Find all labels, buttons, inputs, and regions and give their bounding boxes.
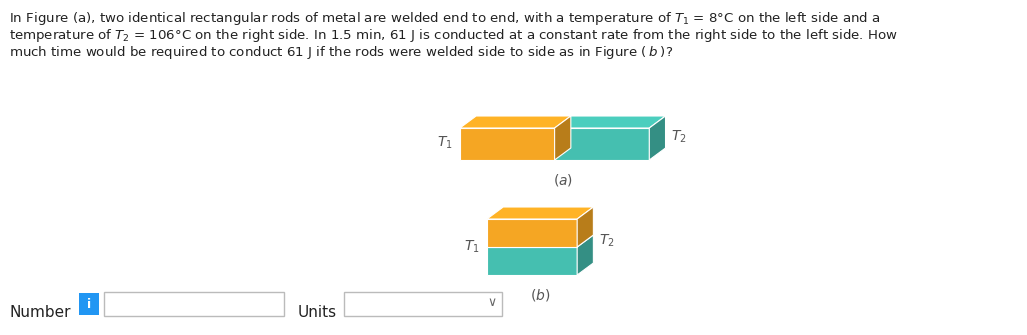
FancyBboxPatch shape xyxy=(344,292,502,316)
Text: ∨: ∨ xyxy=(487,296,496,310)
Polygon shape xyxy=(487,235,594,247)
Text: $T_2$: $T_2$ xyxy=(599,233,614,249)
Polygon shape xyxy=(487,219,577,247)
Text: $(b)$: $(b)$ xyxy=(530,287,550,303)
Text: $T_2$: $T_2$ xyxy=(671,128,687,145)
Text: i: i xyxy=(87,297,91,311)
Polygon shape xyxy=(487,247,577,275)
Text: $T_1$: $T_1$ xyxy=(464,239,480,255)
Polygon shape xyxy=(460,128,555,160)
FancyBboxPatch shape xyxy=(79,293,100,315)
Text: temperature of $T_2$ = 106°C on the right side. In 1.5 min, 61 J is conducted at: temperature of $T_2$ = 106°C on the righ… xyxy=(9,27,898,44)
Text: In Figure (a), two identical rectangular rods of metal are welded end to end, wi: In Figure (a), two identical rectangular… xyxy=(9,10,880,27)
Text: $(a)$: $(a)$ xyxy=(553,172,573,188)
Polygon shape xyxy=(649,116,665,160)
Polygon shape xyxy=(577,235,594,275)
Polygon shape xyxy=(555,128,649,160)
Polygon shape xyxy=(487,207,594,219)
Polygon shape xyxy=(555,116,571,160)
Text: Number: Number xyxy=(9,305,71,320)
Polygon shape xyxy=(460,116,571,128)
Polygon shape xyxy=(577,207,594,247)
Text: much time would be required to conduct 61 J if the rods were welded side to side: much time would be required to conduct 6… xyxy=(9,44,674,61)
Polygon shape xyxy=(555,116,665,128)
Text: Units: Units xyxy=(298,305,337,320)
FancyBboxPatch shape xyxy=(104,292,284,316)
Text: $T_1$: $T_1$ xyxy=(436,134,453,151)
